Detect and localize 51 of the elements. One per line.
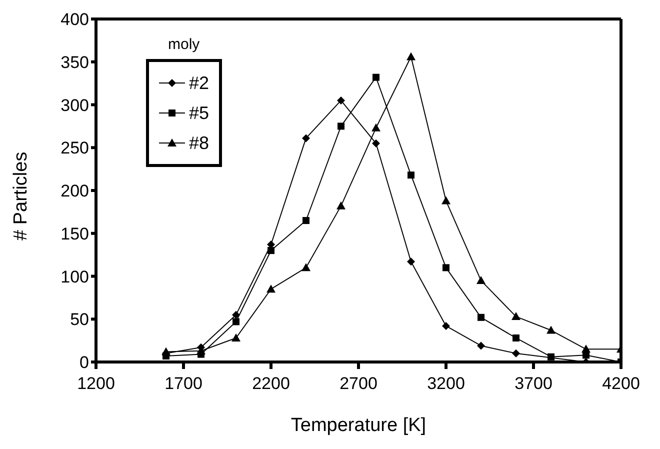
y-tick-label: 300 bbox=[60, 96, 89, 115]
y-tick-label: 250 bbox=[60, 138, 89, 158]
y-tick-label: 100 bbox=[60, 267, 89, 286]
legend-label: #2 bbox=[189, 72, 210, 94]
legend-title: moly bbox=[168, 36, 201, 53]
y-tick-label: 400 bbox=[60, 10, 89, 30]
point bbox=[512, 334, 520, 342]
legend-label: #5 bbox=[189, 102, 210, 124]
point bbox=[442, 264, 450, 272]
x-tick-label: 2200 bbox=[252, 374, 290, 394]
x-axis-title: Temperature [K] bbox=[290, 415, 426, 436]
point bbox=[548, 353, 554, 360]
point bbox=[477, 342, 485, 350]
point bbox=[372, 139, 380, 148]
y-tick-label: 0 bbox=[80, 353, 89, 372]
x-tick-label: 1200 bbox=[77, 374, 115, 394]
point bbox=[338, 122, 344, 130]
y-tick-label: 50 bbox=[70, 310, 89, 330]
point bbox=[512, 312, 520, 320]
y-tick-label: 150 bbox=[60, 224, 89, 244]
x-tick-label: 1700 bbox=[164, 374, 202, 394]
x-tick-label: 3700 bbox=[514, 374, 552, 394]
x-tick-label: 2700 bbox=[340, 374, 378, 394]
point bbox=[302, 263, 310, 272]
point bbox=[406, 52, 416, 60]
point bbox=[582, 344, 590, 353]
x-tick-label: 4200 bbox=[602, 374, 640, 394]
point bbox=[336, 201, 346, 210]
point bbox=[302, 134, 310, 142]
y-tick-label: 200 bbox=[60, 182, 89, 201]
point bbox=[408, 172, 414, 179]
point bbox=[442, 196, 450, 204]
point bbox=[546, 326, 556, 334]
point bbox=[407, 258, 415, 266]
point bbox=[232, 318, 240, 326]
y-tick-label: 350 bbox=[60, 52, 89, 72]
point bbox=[232, 310, 240, 319]
point bbox=[232, 333, 240, 342]
x-tick-label: 3200 bbox=[427, 374, 465, 394]
point bbox=[337, 96, 345, 104]
point bbox=[302, 217, 310, 224]
point bbox=[372, 74, 380, 81]
point bbox=[268, 247, 274, 254]
point bbox=[372, 123, 380, 132]
point bbox=[478, 314, 484, 321]
y-axis-title: # Particles bbox=[10, 152, 32, 240]
legend-label: #8 bbox=[189, 132, 210, 154]
point bbox=[476, 276, 486, 284]
point bbox=[442, 322, 450, 330]
point bbox=[512, 349, 520, 358]
point bbox=[266, 284, 276, 293]
